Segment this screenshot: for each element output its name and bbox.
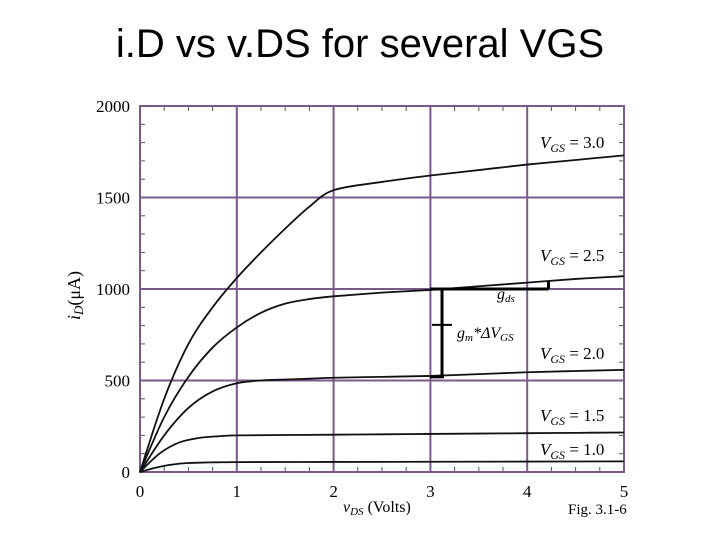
series-curves xyxy=(139,154,625,473)
plot-frame xyxy=(139,105,625,473)
x-tick-label: 0 xyxy=(136,482,145,501)
x-tick-label: 5 xyxy=(620,482,629,501)
series-line-vgs-1.0 xyxy=(139,460,625,473)
series-line-vgs-3.0 xyxy=(139,154,625,473)
y-tick-label: 2000 xyxy=(96,97,130,116)
y-tick-label: 0 xyxy=(122,463,131,482)
series-label-vgs-3.0: VGS = 3.0 xyxy=(540,133,604,155)
tick-labels: 0 1 2 3 4 5 0 500 1000 1500 2000 xyxy=(96,97,628,501)
slide-title: i.D vs v.DS for several VGS xyxy=(115,22,605,66)
x-tick-label: 2 xyxy=(329,482,338,501)
y-axis-label: iD(μA) xyxy=(64,271,86,320)
series-line-vgs-1.5 xyxy=(139,431,625,473)
chart-frame xyxy=(139,105,625,473)
series-label-vgs-1.0: VGS = 1.0 xyxy=(540,440,604,462)
x-tick-label: 3 xyxy=(426,482,435,501)
series-line-vgs-2.0 xyxy=(139,368,625,473)
y-tick-label: 500 xyxy=(105,372,131,391)
figure-label: Fig. 3.1-6 xyxy=(568,502,627,518)
annotations xyxy=(430,280,550,379)
series-label-vgs-1.5: VGS = 1.5 xyxy=(540,406,604,428)
x-axis-label: vDS (Volts) xyxy=(343,499,411,518)
y-tick-label: 1000 xyxy=(96,280,130,299)
series-line-vgs-2.5 xyxy=(139,275,625,473)
series-label-vgs-2.5: VGS = 2.5 xyxy=(540,246,604,268)
y-tick-label: 1500 xyxy=(96,189,130,208)
x-tick-label: 4 xyxy=(523,482,532,501)
gm-annotation: gm*ΔVGS xyxy=(457,325,514,344)
series-label-vgs-2.0: VGS = 2.0 xyxy=(540,344,604,366)
x-tick-label: 1 xyxy=(233,482,242,501)
gds-annotation: gds xyxy=(497,286,515,305)
